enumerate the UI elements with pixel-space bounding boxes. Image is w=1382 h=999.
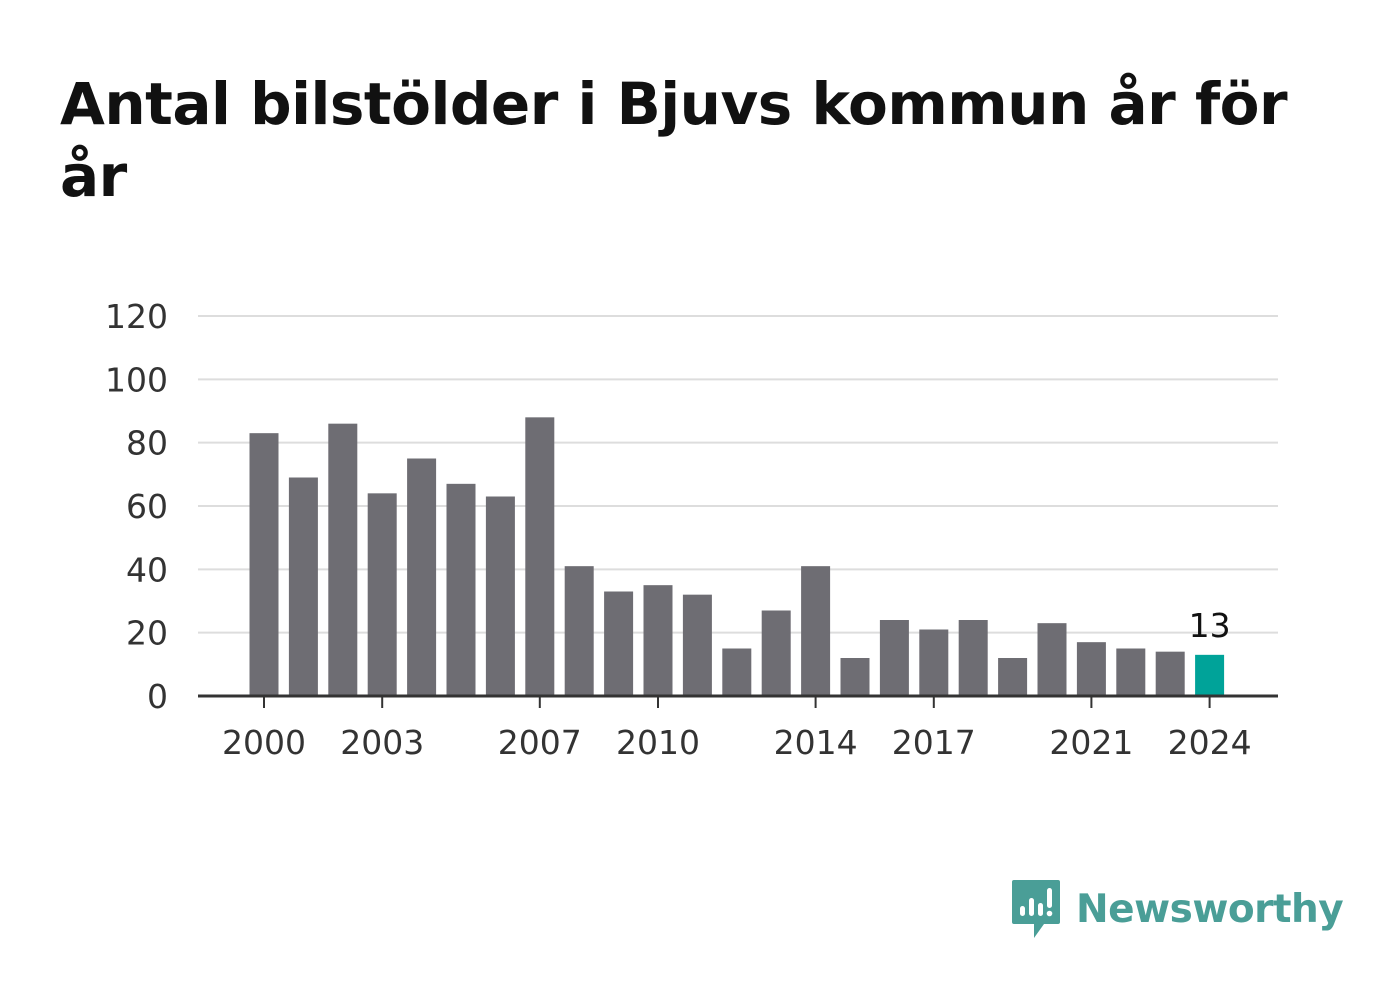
bar-2022 [1116,648,1146,696]
chart-title: Antal bilstölder i Bjuvs kommun år för å… [60,70,1288,210]
x-tick-label: 2000 [222,723,306,762]
newsworthy-logo-icon [1012,880,1060,938]
bar-2024 [1195,654,1225,696]
data-labels: 13 [1189,606,1231,645]
bar-2017 [919,629,949,696]
x-tick-label: 2014 [774,723,858,762]
bar-2013 [761,610,791,696]
brand-name: Newsworthy [1076,886,1344,932]
x-tick-label: 2024 [1168,723,1252,762]
gridlines [198,315,1278,634]
y-tick-label: 60 [126,487,168,526]
bar-2009 [604,591,634,696]
y-axis-tick-labels: 0 20 40 60 80 100 120 [105,297,168,716]
bar-2005 [446,483,476,696]
x-tick-label: 2021 [1049,723,1133,762]
y-tick-label: 120 [105,297,168,336]
bar-2002 [328,423,358,696]
bar-2014 [801,566,831,696]
y-tick-label: 20 [126,614,168,653]
x-tick-label: 2003 [340,723,424,762]
bars [249,417,1225,696]
x-axis-tick-labels: 2000 2003 2007 2010 2014 2017 2021 2024 [222,696,1252,762]
bar-2016 [879,620,909,696]
bar-2004 [407,458,437,696]
bar-2008 [564,566,594,696]
bar-2010 [643,585,673,696]
y-tick-label: 100 [105,360,168,399]
bar-2012 [722,648,752,696]
bar-2003 [367,493,397,696]
bar-2019 [998,658,1028,696]
y-tick-label: 0 [147,677,168,716]
bar-2018 [958,620,988,696]
bar-2023 [1155,651,1185,696]
y-tick-label: 80 [126,424,168,463]
highlight-value-label: 13 [1189,606,1231,645]
bar-2007 [525,417,555,696]
x-tick-label: 2017 [892,723,976,762]
bar-2001 [288,477,318,696]
x-tick-label: 2010 [616,723,700,762]
bar-2011 [682,594,712,696]
bar-2006 [485,496,515,696]
y-tick-label: 40 [126,550,168,589]
bar-2015 [840,658,870,696]
brand-logo: Newsworthy [1010,878,1344,940]
bar-chart: 0 20 40 60 80 100 120 2000 2003 2007 2010 2014 2017… [105,297,1278,762]
bar-2000 [249,433,279,696]
bar-2021 [1076,642,1106,696]
bar-2020 [1037,623,1067,696]
x-tick-label: 2007 [498,723,582,762]
